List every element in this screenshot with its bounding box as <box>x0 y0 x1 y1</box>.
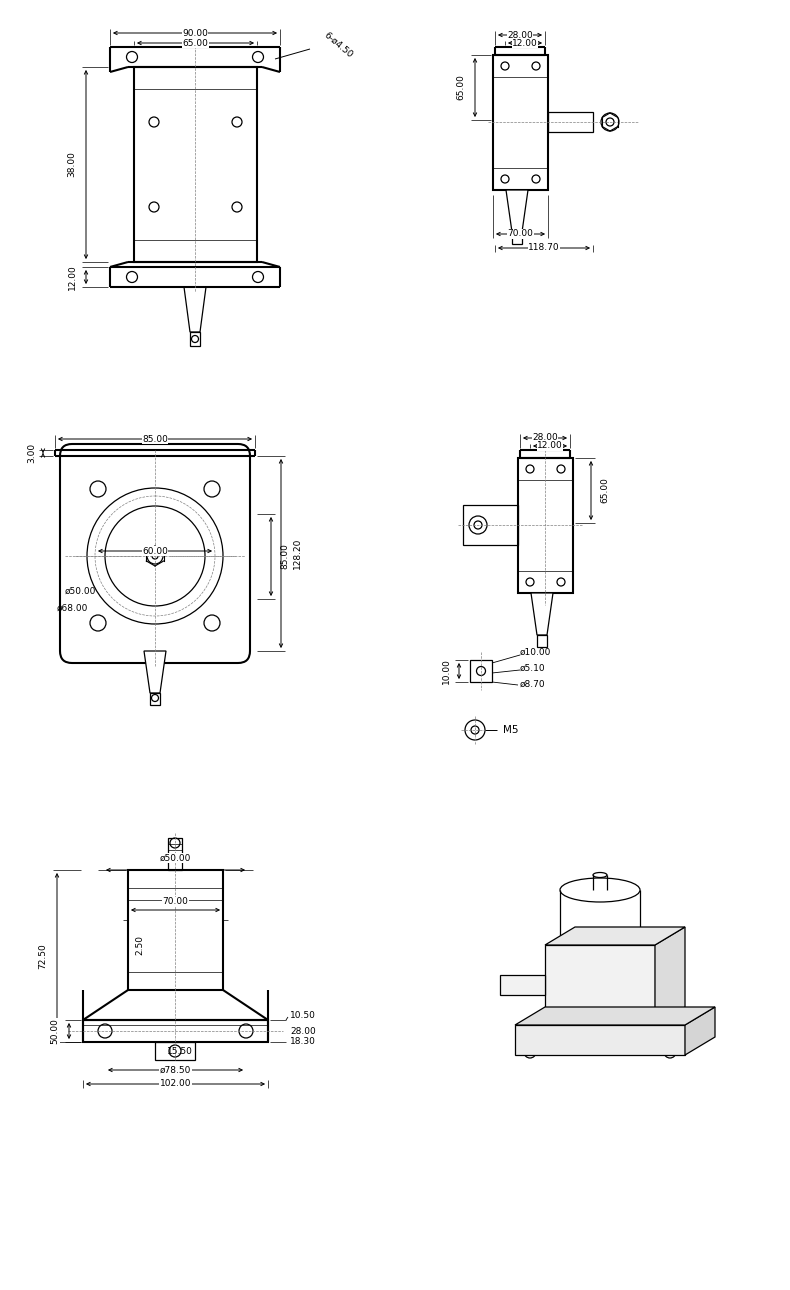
Text: ø8.70: ø8.70 <box>520 680 546 689</box>
Text: M5: M5 <box>503 725 518 735</box>
Text: 12.00: 12.00 <box>67 264 77 290</box>
Bar <box>128 869 223 989</box>
Ellipse shape <box>560 933 640 957</box>
Text: ø78.50: ø78.50 <box>160 1066 191 1075</box>
Circle shape <box>696 1032 704 1040</box>
Bar <box>190 332 200 346</box>
Circle shape <box>524 1035 536 1046</box>
Text: 38.00: 38.00 <box>67 151 77 178</box>
Text: 60.00: 60.00 <box>142 547 168 556</box>
Polygon shape <box>685 1007 715 1055</box>
Bar <box>168 838 182 869</box>
Bar <box>463 504 518 544</box>
Text: 128.20: 128.20 <box>292 538 302 569</box>
Text: 18.30: 18.30 <box>290 1037 316 1046</box>
Text: ø5.10: ø5.10 <box>520 663 546 672</box>
Polygon shape <box>515 1007 715 1026</box>
Text: 12.00: 12.00 <box>537 441 562 450</box>
Text: 72.50: 72.50 <box>39 943 47 969</box>
Text: 10.50: 10.50 <box>290 1010 316 1019</box>
Bar <box>512 232 522 244</box>
Text: ø10.00: ø10.00 <box>520 648 551 657</box>
Polygon shape <box>515 1026 685 1055</box>
Text: 85.00: 85.00 <box>142 435 168 444</box>
Circle shape <box>696 1022 704 1029</box>
Text: 3.00: 3.00 <box>28 442 36 463</box>
Text: 28.00: 28.00 <box>532 433 558 442</box>
Text: 2.50: 2.50 <box>136 935 145 955</box>
Text: 10.00: 10.00 <box>442 658 450 684</box>
Text: 65.00: 65.00 <box>600 477 610 503</box>
Text: ø68.00: ø68.00 <box>57 604 88 613</box>
Polygon shape <box>531 593 553 635</box>
Polygon shape <box>655 928 685 1026</box>
Circle shape <box>666 952 674 960</box>
Text: 85.00: 85.00 <box>280 543 289 569</box>
Polygon shape <box>144 651 166 693</box>
Bar <box>134 67 257 262</box>
Circle shape <box>666 992 674 1000</box>
Text: 102.00: 102.00 <box>160 1080 191 1089</box>
Text: 28.00: 28.00 <box>290 1027 316 1036</box>
Text: 12.00: 12.00 <box>512 39 538 48</box>
Polygon shape <box>500 975 545 995</box>
Text: 65.00: 65.00 <box>457 75 465 101</box>
Text: 118.70: 118.70 <box>529 244 560 253</box>
Text: 65.00: 65.00 <box>182 39 209 48</box>
Text: ø50.00: ø50.00 <box>160 854 191 863</box>
Bar <box>470 660 492 682</box>
Ellipse shape <box>560 878 640 902</box>
Text: 6-ø4.50: 6-ø4.50 <box>322 31 354 59</box>
Bar <box>155 1042 195 1060</box>
Bar <box>83 1020 268 1042</box>
Text: 70.00: 70.00 <box>507 230 533 239</box>
Text: ø50.00: ø50.00 <box>65 587 96 596</box>
Bar <box>150 693 160 706</box>
Ellipse shape <box>593 872 607 877</box>
Text: 50.00: 50.00 <box>51 1018 59 1044</box>
Circle shape <box>524 1046 536 1058</box>
Polygon shape <box>506 190 528 232</box>
Polygon shape <box>184 286 206 332</box>
Circle shape <box>664 1035 676 1046</box>
Circle shape <box>511 978 525 992</box>
Text: 90.00: 90.00 <box>182 28 208 37</box>
Polygon shape <box>545 946 655 1026</box>
Bar <box>493 55 548 190</box>
Bar <box>518 458 573 593</box>
Text: 15.50: 15.50 <box>167 1047 193 1057</box>
Text: 28.00: 28.00 <box>507 31 533 40</box>
Bar <box>548 112 593 132</box>
Text: 70.00: 70.00 <box>163 898 189 907</box>
Circle shape <box>664 1046 676 1058</box>
Polygon shape <box>545 928 685 946</box>
Bar <box>537 635 547 648</box>
